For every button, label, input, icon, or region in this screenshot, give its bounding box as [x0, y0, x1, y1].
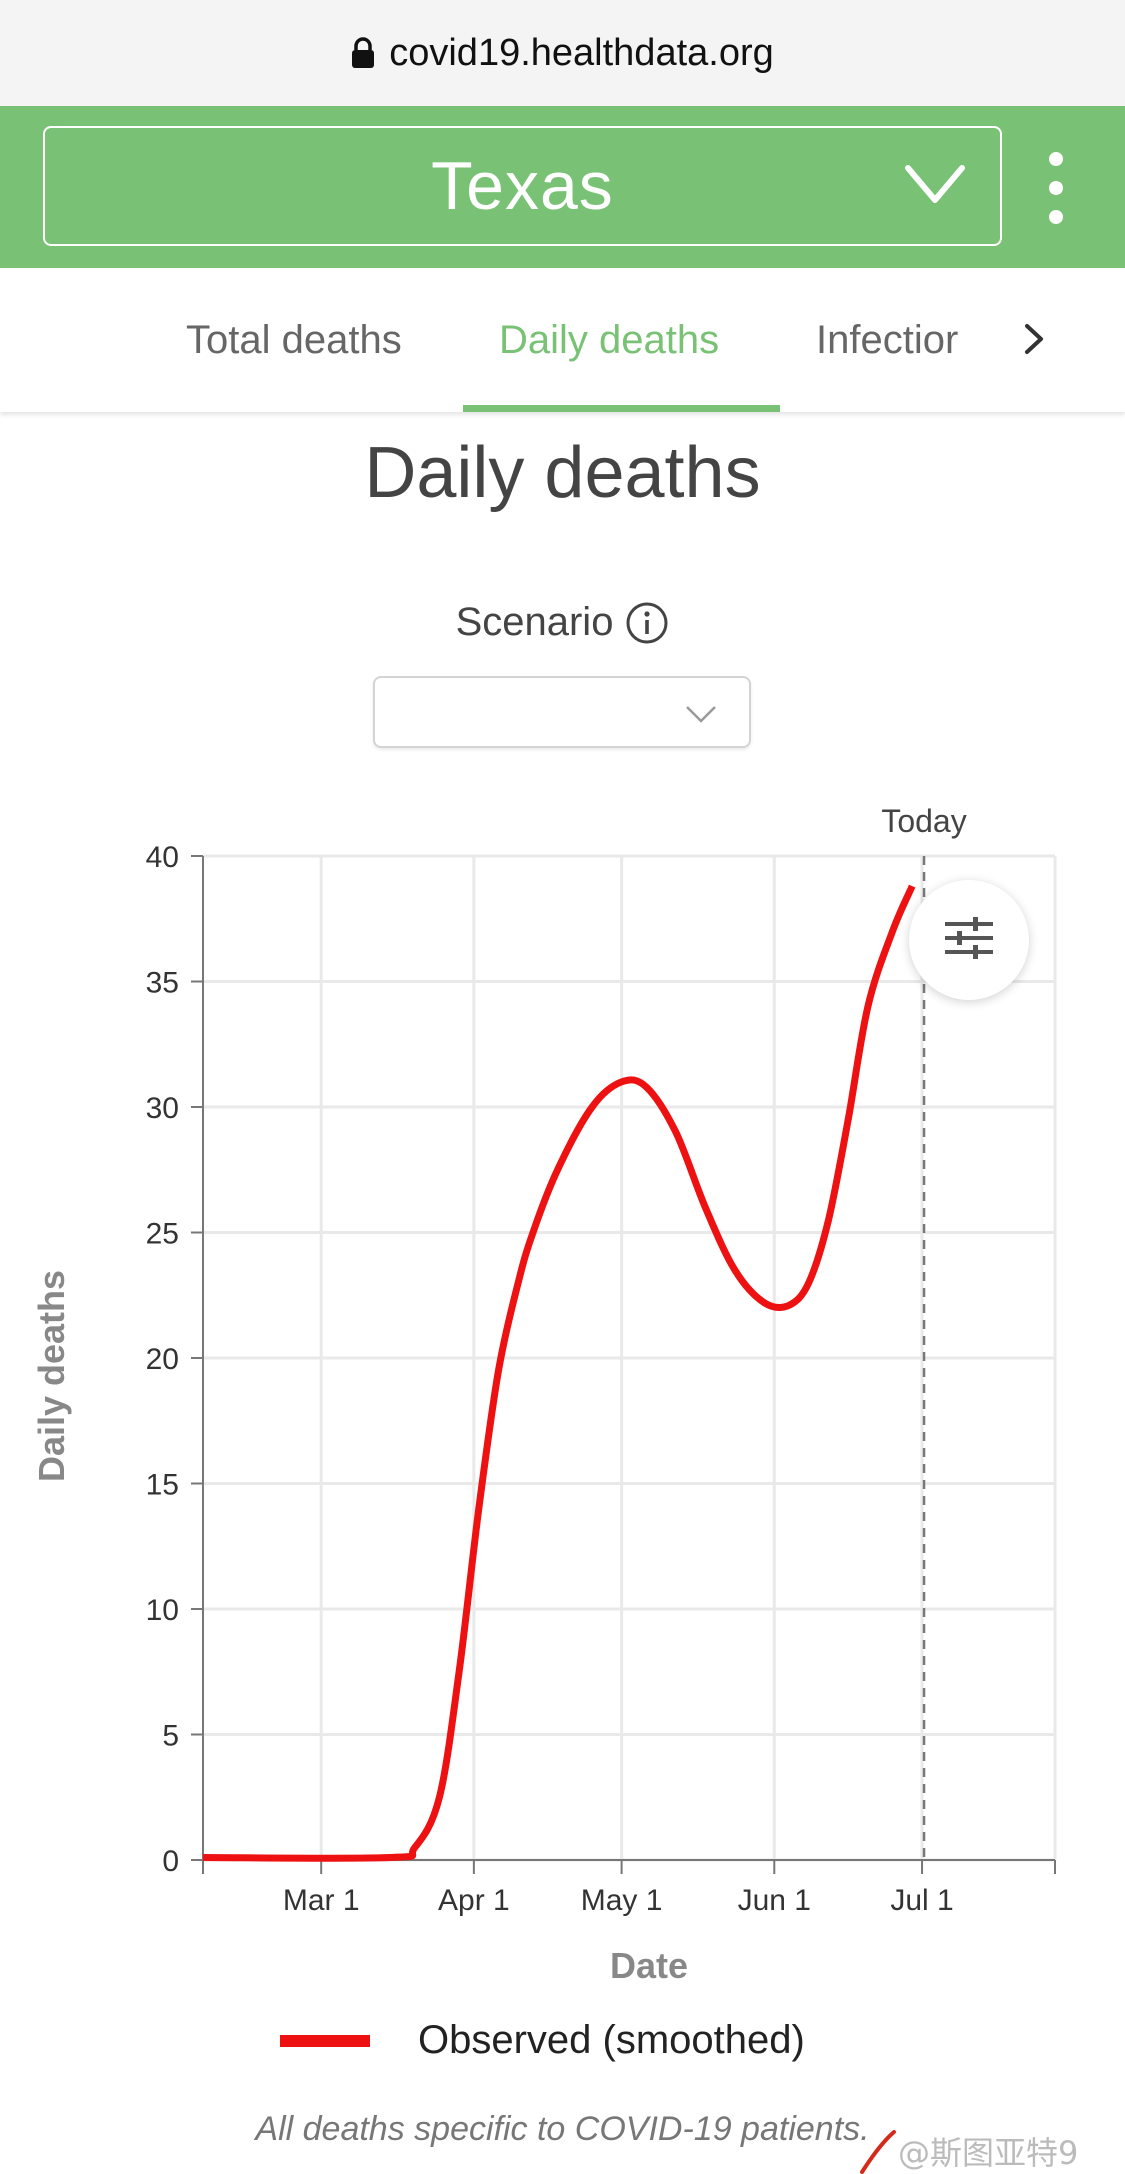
lock-icon — [351, 37, 375, 69]
scenario-label-text: Scenario — [455, 600, 614, 644]
legend-label: Observed (smoothed) — [418, 2018, 805, 2062]
scenario-label: Scenario — [0, 600, 1125, 645]
chevron-right-icon[interactable] — [1022, 322, 1046, 361]
x-tick-label: Jul 1 — [890, 1884, 953, 1917]
app-header: Texas — [0, 106, 1125, 268]
y-tick-label: 5 — [162, 1720, 179, 1753]
y-tick-label: 35 — [146, 967, 179, 1000]
y-axis-title: Daily deaths — [31, 1270, 72, 1482]
tab-daily-deaths[interactable]: Daily deaths — [499, 318, 720, 362]
x-tick-label: Apr 1 — [438, 1884, 510, 1917]
y-tick-label: 10 — [146, 1594, 179, 1627]
legend-swatch — [280, 2034, 370, 2047]
watermark-text: @斯图亚特9 — [898, 2134, 1079, 2172]
y-tick-label: 25 — [146, 1218, 179, 1251]
x-tick-label: Mar 1 — [283, 1884, 360, 1917]
browser-url-bar[interactable]: covid19.healthdata.org — [0, 0, 1125, 106]
tab-infections[interactable]: Infectior — [816, 318, 959, 362]
scenario-dropdown[interactable] — [373, 676, 751, 748]
metric-tabs: Total deaths Daily deaths Infectior — [0, 268, 1125, 412]
active-tab-indicator — [463, 405, 780, 412]
chevron-down-icon — [685, 704, 717, 729]
chart-settings-button[interactable] — [909, 880, 1029, 1000]
more-vertical-icon[interactable] — [1040, 152, 1074, 224]
x-tick-label: May 1 — [581, 1884, 663, 1917]
y-tick-label: 30 — [146, 1092, 179, 1125]
sliders-icon — [943, 916, 995, 965]
tab-total-deaths[interactable]: Total deaths — [186, 318, 402, 362]
x-tick-label: Jun 1 — [738, 1884, 811, 1917]
location-dropdown[interactable]: Texas — [43, 126, 1002, 246]
series-line-observed — [202, 884, 916, 1862]
x-axis-title: Date — [610, 1945, 688, 1980]
daily-deaths-chart: 0 5 10 15 20 25 30 35 40 Mar 1 Apr 1 May 1 Jun 1 Jul … — [31, 803, 1057, 1980]
annotation-stroke — [860, 2130, 896, 2174]
url-text: covid19.healthdata.org — [389, 31, 774, 74]
chart-footnote: All deaths specific to COVID-19 patients… — [255, 2110, 870, 2148]
y-tick-label: 40 — [146, 841, 179, 874]
page-title: Daily deaths — [364, 433, 761, 513]
y-tick-label: 0 — [162, 1845, 179, 1878]
chart-legend: Observed (smoothed) — [280, 2018, 805, 2063]
today-label: Today — [881, 803, 966, 839]
y-tick-label: 20 — [146, 1343, 179, 1376]
location-label: Texas — [431, 148, 614, 224]
y-tick-label: 15 — [146, 1469, 179, 1502]
chevron-down-icon — [904, 162, 966, 213]
info-icon[interactable] — [625, 601, 669, 645]
